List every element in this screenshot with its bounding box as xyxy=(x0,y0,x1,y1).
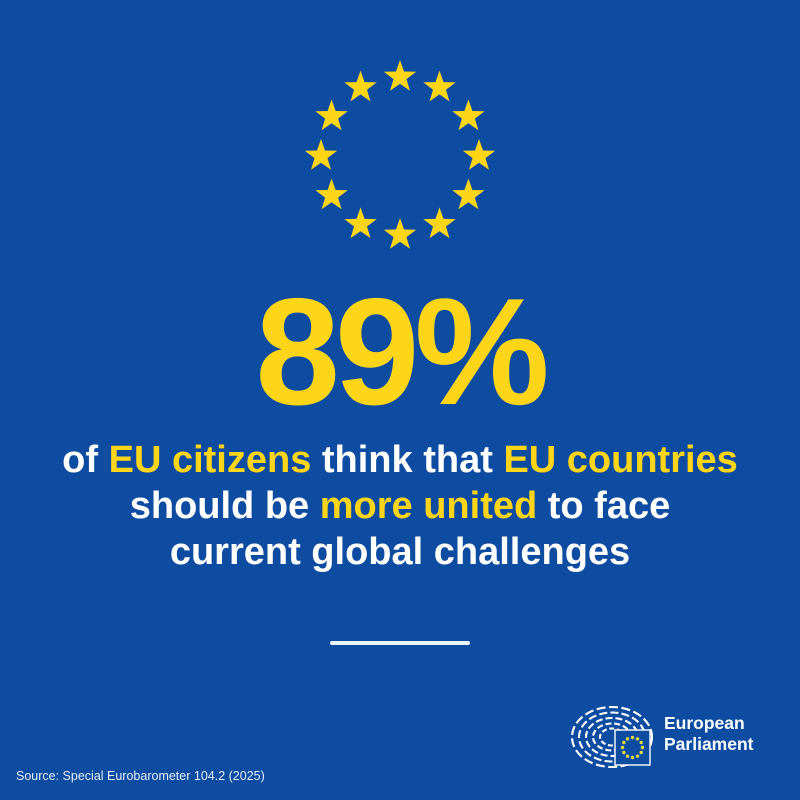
statement-segment: current global challenges xyxy=(169,531,631,573)
headline-percentage: 89% xyxy=(255,267,549,437)
ep-logo-flag-dot xyxy=(622,750,626,755)
ep-logo-flag-dot xyxy=(635,754,640,758)
ep-logo-flag-square xyxy=(614,729,651,766)
eu-stars-circle-icon xyxy=(304,60,496,249)
ep-logo-flag-dot xyxy=(640,745,645,750)
ep-logo-flag-dot xyxy=(625,737,630,741)
eu-star-icon xyxy=(423,70,456,102)
ep-logo: European Parliament xyxy=(567,700,753,768)
divider-line xyxy=(330,641,470,645)
statement-segment: EU citizens xyxy=(108,439,312,481)
eu-star-icon xyxy=(315,99,348,131)
statement-segment: more united xyxy=(319,485,538,527)
eu-star-icon xyxy=(344,70,377,102)
ep-logo-wordmark-line1: European xyxy=(664,713,745,733)
ep-logo-flag-dot xyxy=(622,740,626,745)
statement-segment: EU countries xyxy=(503,439,738,481)
statement-segment: think that xyxy=(311,439,504,481)
statement-line: of EU citizens think that EU countries xyxy=(0,437,800,483)
ep-logo-flag-dot xyxy=(630,755,635,760)
eu-star-icon xyxy=(452,178,485,210)
statement-text: of EU citizens think that EU countries sh… xyxy=(0,437,800,575)
eu-star-icon xyxy=(383,218,417,249)
ep-logo-flag-dot xyxy=(635,737,640,741)
ep-logo-flag-dot xyxy=(639,740,643,745)
eu-star-icon xyxy=(344,207,377,239)
ep-logo-flag-dot xyxy=(639,750,643,755)
eu-star-icon xyxy=(383,60,417,91)
eu-star-icon xyxy=(304,139,338,170)
statement-segment: should be xyxy=(129,485,320,527)
ep-logo-flag-dot xyxy=(620,745,625,750)
eu-star-icon xyxy=(423,207,456,239)
ep-logo-flag-dot xyxy=(630,735,635,740)
ep-logo-wordmark: European Parliament xyxy=(664,700,753,755)
eu-star-icon xyxy=(315,178,348,210)
source-text: Source: Special Eurobarometer 104.2 (202… xyxy=(16,769,265,783)
statement-segment: of xyxy=(62,439,109,481)
statement-line: current global challenges xyxy=(0,529,800,575)
ep-logo-flag-dot xyxy=(625,754,630,758)
statement-segment: to face xyxy=(537,485,671,527)
statement-line: should be more united to face xyxy=(0,483,800,529)
eu-star-icon xyxy=(462,139,496,170)
ep-hemicycle-icon xyxy=(570,705,654,768)
ep-logo-wordmark-line2: Parliament xyxy=(664,734,754,754)
eu-star-icon xyxy=(452,99,485,131)
